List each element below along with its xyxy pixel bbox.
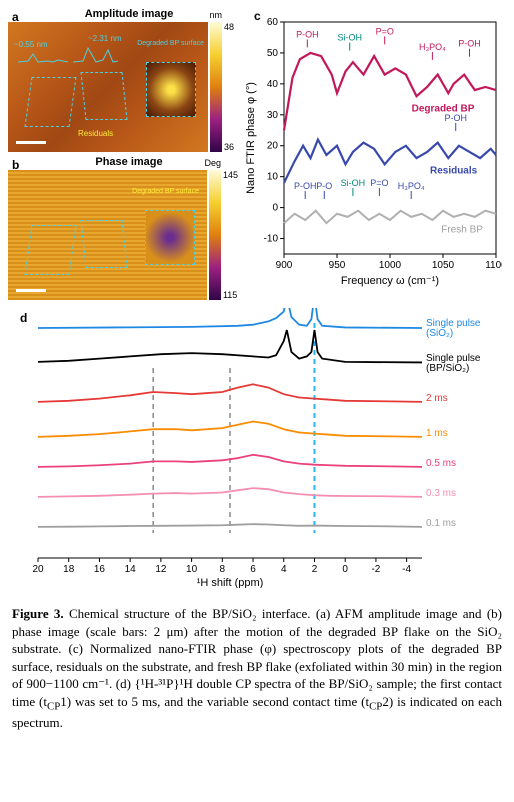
residuals-label: Residuals (78, 129, 113, 138)
svg-text:6: 6 (250, 564, 256, 575)
cb-b-max: 145 (223, 170, 238, 180)
panel-b-content: Degraded BP surface Deg 145 115 (8, 170, 238, 300)
svg-text:Si-OH: Si-OH (341, 178, 366, 188)
svg-text:1 ms: 1 ms (426, 428, 448, 439)
svg-text:10: 10 (186, 564, 198, 575)
colorbar-a-wrap: nm (210, 22, 222, 152)
flake-outline-1b (24, 225, 76, 275)
svg-text:P-OH: P-OH (458, 39, 481, 49)
svg-text:8: 8 (220, 564, 226, 575)
cb-b-min: 115 (223, 290, 238, 300)
svg-text:0: 0 (342, 564, 348, 575)
degraded-label-b: Degraded BP surface (132, 188, 199, 195)
panels-ab-column: a Amplitude image ~0.55 nm ~2.31 nm Degr… (8, 8, 238, 300)
chart-d-svg: 20181614121086420-2-4Single pulse(SiO₂)S… (8, 308, 502, 588)
svg-text:-10: -10 (264, 234, 279, 245)
svg-text:P-O: P-O (316, 181, 332, 191)
svg-text:Nano FTIR phase φ (°): Nano FTIR phase φ (°) (245, 82, 257, 194)
panel-a: a Amplitude image ~0.55 nm ~2.31 nm Degr… (8, 8, 238, 152)
svg-text:Frequency ω (cm⁻¹): Frequency ω (cm⁻¹) (341, 275, 439, 287)
svg-text:P=O: P=O (370, 178, 388, 188)
panel-a-content: ~0.55 nm ~2.31 nm Degraded BP surface Re… (8, 22, 238, 152)
panel-a-afm-image: ~0.55 nm ~2.31 nm Degraded BP surface Re… (8, 22, 208, 152)
svg-text:H₃PO₄: H₃PO₄ (419, 42, 446, 52)
svg-text:0.5 ms: 0.5 ms (426, 458, 456, 469)
flake-outline-2b (80, 220, 127, 268)
colorbar-b-unit: Deg (204, 158, 221, 168)
svg-text:16: 16 (94, 564, 106, 575)
svg-text:4: 4 (281, 564, 287, 575)
degraded-flake-b (145, 210, 195, 265)
svg-text:60: 60 (267, 17, 279, 28)
svg-text:900: 900 (276, 260, 293, 271)
panel-b: b Phase image Degraded BP surface Deg (8, 156, 238, 300)
scale-bar-b (16, 289, 46, 292)
panel-d: 20181614121086420-2-4Single pulse(SiO₂)S… (8, 308, 502, 593)
colorbar-b-labels: 145 115 (223, 170, 238, 300)
svg-text:18: 18 (63, 564, 75, 575)
svg-text:Degraded BP: Degraded BP (412, 104, 475, 115)
svg-text:(SiO₂): (SiO₂) (426, 328, 453, 339)
caption-tcp1: CP (47, 700, 60, 712)
svg-text:950: 950 (329, 260, 346, 271)
panel-b-phase-image: Degraded BP surface (8, 170, 207, 300)
svg-text:Si-OH: Si-OH (337, 33, 362, 43)
colorbar-a-unit: nm (209, 10, 222, 20)
svg-text:0: 0 (272, 203, 278, 214)
svg-text:1000: 1000 (379, 260, 402, 271)
svg-text:P-OH: P-OH (296, 29, 319, 39)
svg-text:12: 12 (155, 564, 167, 575)
scale-bar-a (16, 141, 46, 144)
line-profile-traces (18, 46, 118, 68)
caption-tcp2: CP (369, 700, 382, 712)
caption-fignum: Figure 3. (12, 606, 64, 621)
cb-a-max: 48 (224, 22, 234, 32)
svg-text:¹H shift (ppm): ¹H shift (ppm) (197, 577, 264, 588)
svg-text:0.1 ms: 0.1 ms (426, 518, 456, 529)
svg-text:-2: -2 (371, 564, 380, 575)
svg-text:1050: 1050 (432, 260, 455, 271)
chart-c-svg: 900 950 1000 1050 1100 -10 0 10 20 30 40 50 60 P-OH Si… (242, 8, 502, 288)
svg-text:Residuals: Residuals (430, 166, 478, 177)
colorbar-b (209, 170, 221, 300)
cb-a-min: 36 (224, 142, 234, 152)
svg-text:(BP/SiO₂): (BP/SiO₂) (426, 363, 469, 374)
svg-text:H₃PO₄: H₃PO₄ (398, 181, 425, 191)
svg-text:2: 2 (312, 564, 318, 575)
svg-text:P-OH: P-OH (294, 181, 317, 191)
caption-text-2: 1) was set to 5 ms, and the variable sec… (60, 694, 369, 709)
degraded-label-a: Degraded BP surface (137, 40, 204, 47)
figure-3: a Amplitude image ~0.55 nm ~2.31 nm Degr… (0, 0, 514, 739)
panel-a-title: Amplitude image (20, 8, 238, 20)
flake-outline-2 (80, 72, 127, 120)
figure-caption: Figure 3. Chemical structure of the BP/S… (8, 605, 506, 731)
svg-text:50: 50 (267, 48, 279, 59)
thickness-2-label: ~2.31 nm (88, 34, 122, 43)
svg-text:2 ms: 2 ms (426, 393, 448, 404)
flake-outline-1 (24, 77, 76, 127)
top-row: a Amplitude image ~0.55 nm ~2.31 nm Degr… (8, 8, 506, 300)
panel-c: 900 950 1000 1050 1100 -10 0 10 20 30 40 50 60 P-OH Si… (242, 8, 502, 300)
svg-text:20: 20 (267, 141, 279, 152)
svg-text:14: 14 (125, 564, 137, 575)
svg-text:d: d (20, 311, 27, 325)
svg-text:-4: -4 (402, 564, 411, 575)
colorbar-a-labels: 48 36 (224, 22, 234, 152)
degraded-flake (146, 62, 196, 117)
svg-text:20: 20 (32, 564, 44, 575)
svg-text:c: c (254, 9, 261, 23)
svg-text:30: 30 (267, 110, 279, 121)
svg-text:40: 40 (267, 79, 279, 90)
colorbar-b-wrap: Deg (209, 170, 221, 300)
svg-text:10: 10 (267, 172, 279, 183)
colorbar-a (210, 22, 222, 152)
svg-text:P=O: P=O (376, 26, 394, 36)
svg-text:0.3 ms: 0.3 ms (426, 488, 456, 499)
svg-text:1100: 1100 (485, 260, 502, 271)
svg-text:Fresh BP: Fresh BP (441, 224, 483, 235)
